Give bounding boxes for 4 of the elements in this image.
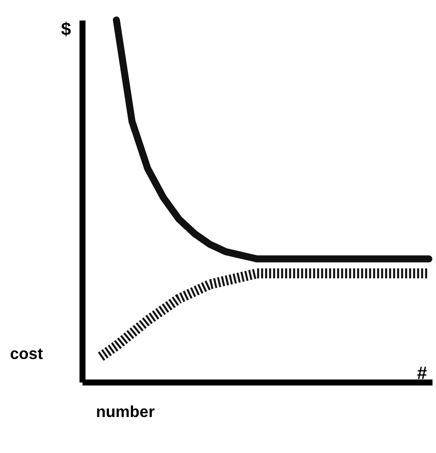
x-axis-title: number [96, 404, 155, 421]
text: cost [10, 346, 44, 363]
annotation: # [416, 363, 428, 383]
y-axis-title: $ [60, 19, 72, 39]
